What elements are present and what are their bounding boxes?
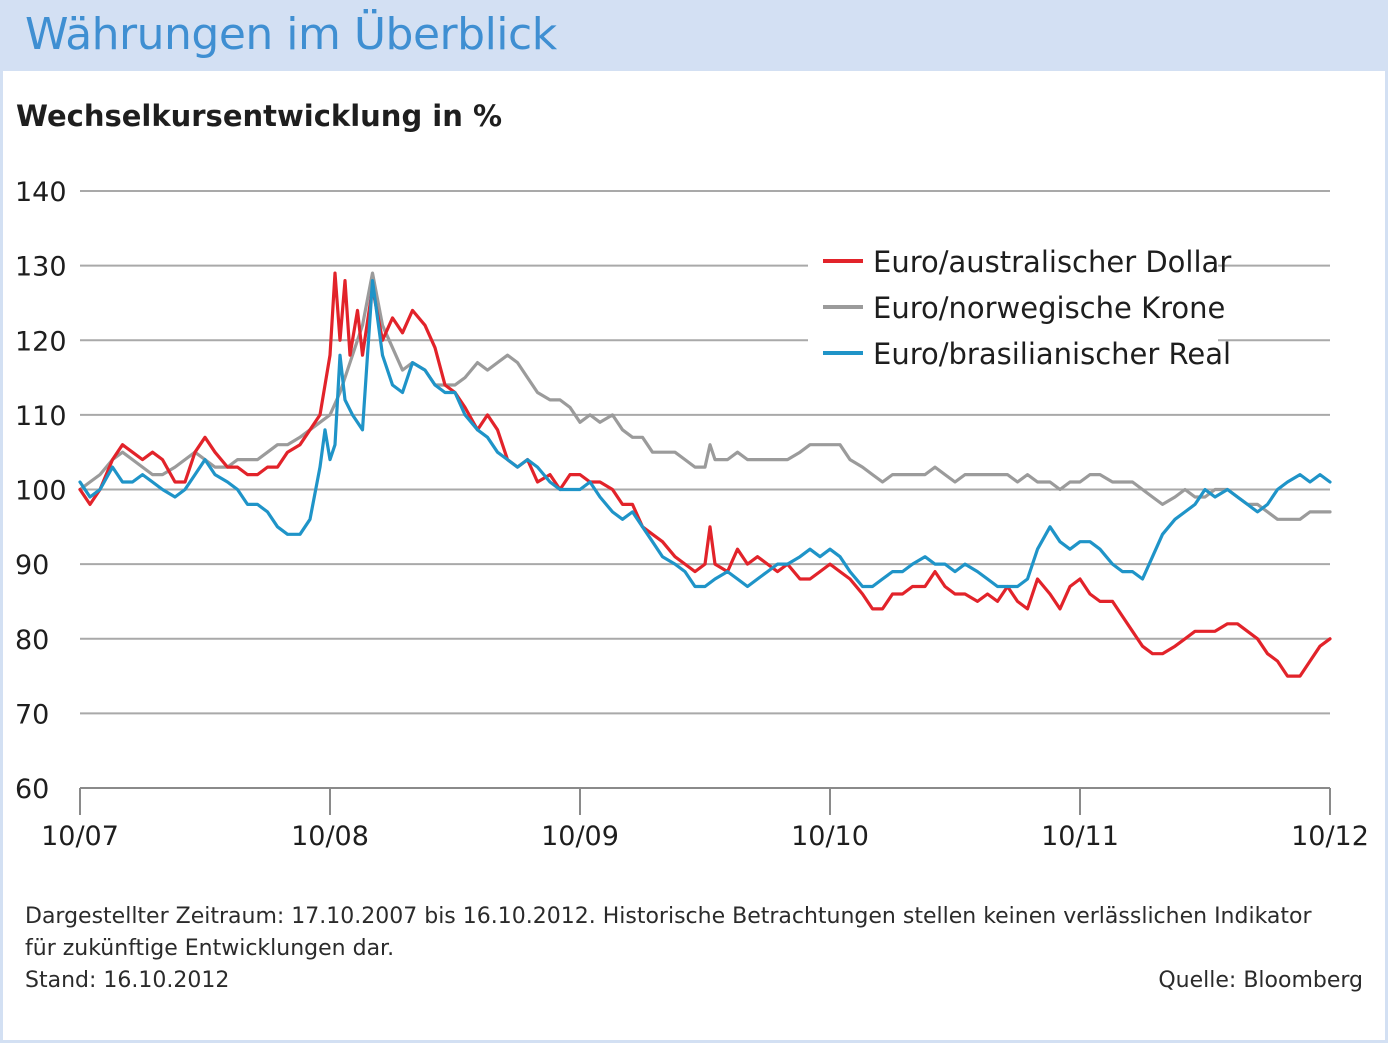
series-line-3 <box>78 279 1332 589</box>
stand-date: Stand: 16.10.2012 <box>25 968 230 993</box>
x-tick-label-10/08: 10/08 <box>291 821 369 852</box>
y-tick-label-100: 100 <box>15 476 67 507</box>
y-tick-label-110: 110 <box>15 401 67 432</box>
x-tick-label-10/12: 10/12 <box>1291 821 1369 852</box>
series-line-1 <box>78 271 1332 678</box>
line-chart: 60 70 80 90 100 110 120 130 140 10/07 10/08 10/09 10… <box>15 177 1369 852</box>
header-bar: Währungen im Überblick <box>3 3 1385 71</box>
period-note-continued: für zukünftige Entwicklungen dar. <box>25 936 395 961</box>
y-tick-label-120: 120 <box>15 326 67 357</box>
legend-box <box>808 235 1218 375</box>
y-tick-label-70: 70 <box>15 699 49 730</box>
y-tick-label-140: 140 <box>15 177 67 208</box>
y-tick-label-130: 130 <box>15 252 67 283</box>
period-note: Dargestellter Zeitraum: 17.10.2007 bis 1… <box>25 904 1312 929</box>
source-label: Quelle: Bloomberg <box>1158 968 1363 993</box>
x-tick-label-10/09: 10/09 <box>541 821 619 852</box>
header-title: Währungen im Überblick <box>25 9 557 60</box>
legend-label-3: Euro/brasilianischer Real <box>873 337 1231 371</box>
y-tick-label-80: 80 <box>15 625 49 656</box>
legend-label-1: Euro/australischer Dollar <box>873 245 1231 279</box>
legend-label-2: Euro/norwegische Krone <box>873 291 1225 325</box>
x-tick-label-10/07: 10/07 <box>41 821 119 852</box>
chart-title: Wechselkursentwicklung in % <box>16 99 503 133</box>
x-tick-label-10/10: 10/10 <box>791 821 869 852</box>
y-tick-label-60: 60 <box>15 774 49 805</box>
x-tick-label-10/11: 10/11 <box>1041 821 1119 852</box>
y-tick-label-90: 90 <box>15 550 49 581</box>
series-line-2 <box>78 271 1332 521</box>
